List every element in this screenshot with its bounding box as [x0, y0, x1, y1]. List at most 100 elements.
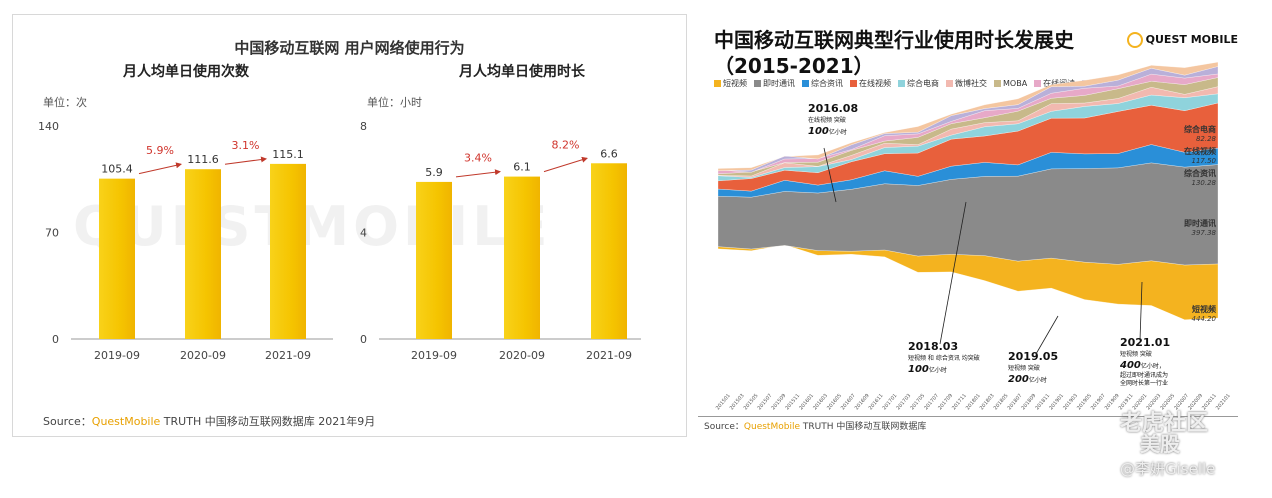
annotation-number: 100 [908, 364, 929, 375]
bar-value-label: 115.1 [272, 148, 304, 161]
legend-item: 短视频 [714, 78, 747, 89]
growth-label: 3.1% [232, 139, 260, 152]
side-label: 综合电商 [1184, 124, 1216, 134]
bar [504, 176, 540, 339]
left-source-rest: TRUTH 中国移动互联网数据库 2021年9月 [160, 415, 376, 428]
legend-swatch [754, 80, 761, 87]
legend-item: 即时通讯 [754, 78, 795, 89]
bar-value-label: 111.6 [187, 153, 219, 166]
legend-swatch [898, 80, 905, 87]
watermark: QUESTMOBILE [73, 195, 552, 258]
area-chart-svg: 2015012015032015052015072015092015112016… [715, 61, 1232, 411]
annotation-date: 2016.08 [808, 102, 858, 115]
right-source-prefix: Source： [704, 422, 744, 432]
area-divider [698, 416, 1238, 417]
legend-item: 综合电商 [898, 78, 939, 89]
bar-charts-svg: 0 70 140 105.4 2019-09 111.6 2020-09 115.1 2021-… [38, 120, 641, 362]
bar [270, 163, 306, 339]
side-value: 444.20 [1192, 315, 1217, 323]
x-tick-label: 2021-09 [586, 349, 632, 362]
stream-areas [717, 61, 1219, 320]
side-label: 综合资讯 [1184, 168, 1216, 178]
overlay-community-text: 老虎社区 [1120, 411, 1209, 436]
annotation-date: 2018.03 [908, 340, 958, 353]
x-tick-label: 2020-09 [499, 349, 545, 362]
legend-swatch [802, 80, 809, 87]
left-source-prefix: Source： [43, 415, 92, 428]
area-x-tick: 202101 [1215, 393, 1232, 411]
y-tick-label: 140 [38, 120, 59, 133]
side-label: 短视频 [1192, 304, 1216, 314]
annotation-value: 200亿小时 [1008, 374, 1047, 385]
side-value: 82.28 [1196, 135, 1217, 143]
legend-item: 在线视频 [850, 78, 891, 89]
annotation-leader [1035, 315, 1059, 355]
annotation-number: 400 [1119, 360, 1141, 371]
annotation-value: 400亿小时， [1119, 360, 1165, 371]
annotation-leader [939, 201, 967, 345]
area-chart-subtitle: （2015-2021） [714, 54, 874, 78]
growth-arrow [543, 156, 588, 173]
legend-swatch [1034, 80, 1042, 87]
annotation-line: 超过即时通讯成为 [1120, 371, 1168, 379]
x-tick-label: 2020-09 [180, 349, 226, 362]
legend-swatch [994, 80, 1001, 87]
side-label: 即时通讯 [1184, 218, 1216, 228]
y-tick-label: 8 [360, 120, 367, 133]
y-tick-label: 0 [52, 333, 59, 346]
left-source-brand: QuestMobile [91, 415, 161, 428]
legend-swatch [850, 80, 857, 87]
annotation-line: 全网时长第一行业 [1120, 379, 1168, 387]
left-chart-panel: QUESTMOBILE 中国移动互联网 用户网络使用行为 月人均单日使用次数 月… [12, 14, 687, 437]
bar-value-label: 5.9 [425, 166, 443, 179]
right-source-rest: TRUTH 中国移动互联网数据库 [800, 422, 927, 432]
annotation-unit: 亿小时 [829, 128, 847, 136]
annotation-date: 2021.01 [1120, 336, 1170, 349]
legend-label: 综合电商 [907, 79, 939, 88]
annotation-value: 100亿小时 [908, 364, 947, 375]
overlay-stock-text: 美股 [1140, 432, 1180, 456]
y-tick-label: 70 [45, 227, 59, 240]
chart2-title: 月人均单日使用时长 [459, 64, 585, 80]
legend-label: 短视频 [723, 79, 747, 88]
bar-value-label: 6.6 [600, 147, 618, 160]
legend-label: 即时通讯 [763, 79, 795, 88]
bar [99, 178, 135, 339]
bar-value-label: 6.1 [513, 161, 531, 174]
growth-label: 8.2% [552, 138, 580, 151]
right-source: Source：QuestMobile TRUTH 中国移动互联网数据库 [704, 419, 926, 432]
annotation-line: 短视频 突破 [1008, 364, 1040, 372]
annotation-unit: 亿小时， [1141, 362, 1165, 370]
legend-label: 在线视频 [859, 79, 891, 88]
annotation-number: 200 [1008, 374, 1029, 385]
area-series [717, 61, 1219, 171]
area-chart-title: 中国移动互联网典型行业使用时长发展史 [714, 28, 1074, 52]
x-tick-label: 2019-09 [94, 349, 140, 362]
legend-label: 微博社交 [955, 79, 987, 88]
annotation-unit: 亿小时 [929, 366, 947, 374]
annotation-date: 2019.05 [1008, 350, 1058, 363]
overlay-user-text: @李妍Giselle [1120, 460, 1216, 478]
bar-chart-2: 0 4 8 5.9 2019-09 6.1 2020-09 6.6 2021-09 3.4% 8.2… [360, 120, 641, 362]
growth-arrow [224, 156, 267, 165]
annotation-line: 短视频 突破 [1120, 350, 1152, 358]
logo-icon [1126, 32, 1143, 48]
side-value: 130.28 [1192, 179, 1217, 187]
bar [185, 169, 221, 339]
annotation-line: 短视频 和 综合资讯 均突破 [908, 354, 980, 362]
chart2-unit: 单位：小时 [367, 96, 422, 109]
legend-swatch [946, 80, 953, 87]
bar-chart-1: 0 70 140 105.4 2019-09 111.6 2020-09 115.1 2021-… [38, 120, 333, 362]
right-source-brand: QuestMobile [743, 422, 800, 432]
questmobile-logo: QUEST MOBILE [1126, 32, 1238, 48]
growth-arrow [138, 162, 182, 175]
legend-label: MOBA [1003, 79, 1028, 88]
bar-value-label: 105.4 [101, 163, 133, 176]
annotation-number: 100 [808, 126, 829, 137]
y-tick-label: 0 [360, 333, 367, 346]
